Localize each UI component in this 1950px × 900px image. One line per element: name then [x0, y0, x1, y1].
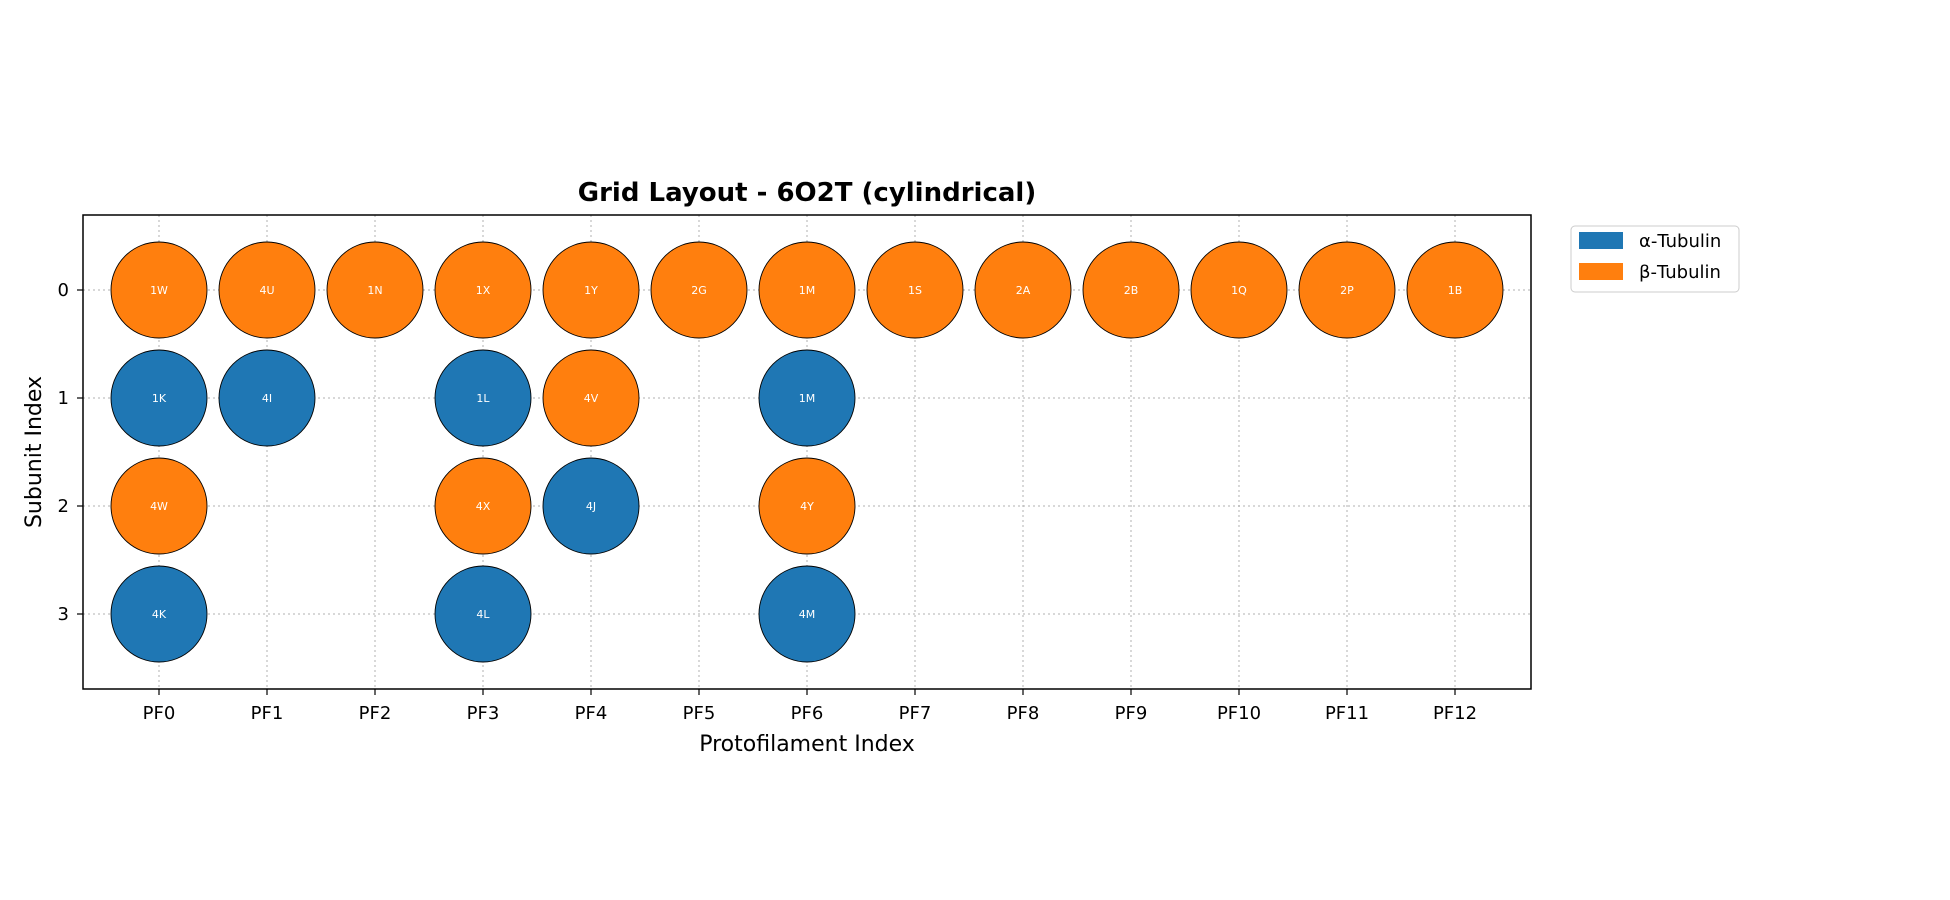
chain-label: 1M — [799, 392, 816, 405]
chain-label: 1S — [908, 284, 922, 297]
chart-title: Grid Layout - 6O2T (cylindrical) — [578, 178, 1036, 208]
subunit-marker — [110, 565, 208, 663]
chain-label: 1Q — [1231, 284, 1247, 297]
subunit-marker — [650, 241, 748, 339]
chain-label: 4W — [150, 500, 168, 513]
chain-label: 2G — [691, 284, 707, 297]
x-tick-label: PF7 — [899, 703, 932, 724]
chain-label: 4Y — [800, 500, 814, 513]
x-tick-label: PF4 — [575, 703, 608, 724]
chain-label: 4U — [259, 284, 274, 297]
y-tick-label: 2 — [58, 496, 69, 517]
subunit-marker — [758, 349, 856, 447]
chain-label: 1B — [1448, 284, 1463, 297]
chain-label: 1Y — [584, 284, 598, 297]
x-tick-label: PF1 — [251, 703, 284, 724]
x-tick-label: PF2 — [359, 703, 392, 724]
subunit-marker — [434, 457, 532, 555]
y-tick-label: 0 — [58, 280, 69, 301]
subunit-marker — [542, 457, 640, 555]
chain-label: 1L — [476, 392, 490, 405]
chain-label: 4K — [152, 608, 167, 621]
chain-label: 1X — [476, 284, 491, 297]
subunit-markers: 1K 4I 1L 1M 4J 4K 4L 4M 1W 4U 1N 1X 1Y 2G 1M 1S 2A 2B 1Q 2P… — [110, 241, 1504, 663]
y-axis-label: Subunit Index — [22, 376, 47, 528]
subunit-marker — [758, 241, 856, 339]
legend-entry-label: α-Tubulin — [1639, 231, 1721, 252]
subunit-marker — [110, 241, 208, 339]
legend-swatch — [1579, 232, 1623, 249]
x-tick-label: PF5 — [683, 703, 716, 724]
axis-ticks: PF0 PF1 PF2 PF3 PF4 PF5 PF6 PF7 PF8 PF9 PF10 PF11 PF… — [58, 280, 1478, 724]
chain-label: 4X — [476, 500, 491, 513]
chain-label: 2A — [1016, 284, 1031, 297]
subunit-marker — [434, 565, 532, 663]
subunit-marker — [974, 241, 1072, 339]
subunit-marker — [326, 241, 424, 339]
subunit-marker — [1406, 241, 1504, 339]
x-tick-label: PF3 — [467, 703, 500, 724]
legend-entry-label: β-Tubulin — [1639, 262, 1721, 283]
subunit-marker — [434, 349, 532, 447]
chain-label: 4L — [476, 608, 490, 621]
chain-label: 2P — [1340, 284, 1354, 297]
subunit-marker — [542, 241, 640, 339]
subunit-marker — [1082, 241, 1180, 339]
chain-label: 2B — [1124, 284, 1139, 297]
subunit-marker — [758, 457, 856, 555]
subunit-marker — [758, 565, 856, 663]
chain-label: 4J — [586, 500, 596, 513]
subunit-marker — [110, 457, 208, 555]
x-tick-label: PF6 — [791, 703, 824, 724]
chain-label: 4M — [799, 608, 816, 621]
x-axis-label: Protofilament Index — [699, 732, 915, 757]
x-tick-label: PF9 — [1115, 703, 1148, 724]
chart-legend: α-Tubulin β-Tubulin — [1570, 225, 1740, 293]
subunit-marker — [866, 241, 964, 339]
x-tick-label: PF10 — [1217, 703, 1261, 724]
chain-label: 1W — [150, 284, 168, 297]
y-tick-label: 3 — [58, 604, 69, 625]
subunit-marker — [110, 349, 208, 447]
chain-label: 4V — [584, 392, 599, 405]
subunit-marker — [218, 241, 316, 339]
x-tick-label: PF8 — [1007, 703, 1040, 724]
subunit-marker — [1190, 241, 1288, 339]
subunit-marker — [1298, 241, 1396, 339]
chain-label: 1N — [367, 284, 382, 297]
y-tick-label: 1 — [58, 388, 69, 409]
x-tick-label: PF12 — [1433, 703, 1477, 724]
chain-label: 4I — [262, 392, 272, 405]
legend-swatch — [1579, 263, 1623, 280]
chain-label: 1M — [799, 284, 816, 297]
subunit-marker — [542, 349, 640, 447]
chain-label: 1K — [152, 392, 167, 405]
x-tick-label: PF11 — [1325, 703, 1369, 724]
x-tick-label: PF0 — [143, 703, 176, 724]
subunit-marker — [218, 349, 316, 447]
subunit-marker — [434, 241, 532, 339]
